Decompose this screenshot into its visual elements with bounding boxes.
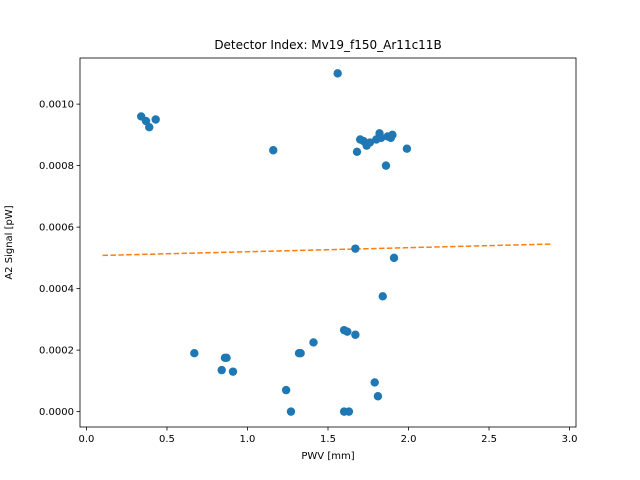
scatter-point: [281, 385, 291, 395]
x-tick-label: 3.0: [562, 434, 578, 445]
scatter-point: [343, 327, 352, 336]
fit-line: [102, 243, 552, 257]
x-tick-label: 0.0: [78, 434, 94, 445]
y-tick-label: 0.0000: [39, 407, 74, 418]
y-axis-ticks: 0.0000 0.0002 0.0004 0.0006 0.0008 0.0010: [39, 100, 80, 418]
fit-line-layer: [102, 243, 552, 257]
x-tick-label: 1.5: [320, 434, 336, 445]
scatter-point: [286, 407, 296, 416]
scatter-point: [365, 138, 375, 147]
scatter-point: [145, 122, 154, 132]
scatter-point: [151, 115, 160, 124]
x-tick-label: 2.5: [481, 434, 497, 445]
y-tick-label: 0.0008: [39, 161, 74, 172]
scatter-point: [309, 338, 318, 347]
x-tick-label: 0.5: [159, 434, 175, 445]
y-axis-label: A2 Signal [pW]: [4, 205, 15, 279]
scatter-point: [217, 365, 226, 375]
scatter-point: [373, 392, 383, 401]
chart-title: Detector Index: Mv19_f150_Ar11c11B: [214, 38, 441, 52]
x-axis-label: PWV [mm]: [301, 451, 354, 462]
x-axis-ticks: 0.0 0.5 1.0 1.5 2.0 2.5 3.0: [78, 427, 578, 445]
scatter-point: [402, 144, 412, 153]
scatter-point: [190, 349, 199, 358]
y-tick-label: 0.0006: [39, 223, 74, 234]
scatter-point: [296, 349, 305, 358]
scatter-point: [222, 353, 231, 363]
x-tick-label: 2.0: [401, 434, 417, 445]
scatter-point: [344, 407, 354, 416]
scatter-point: [376, 133, 386, 143]
y-tick-label: 0.0010: [39, 100, 74, 111]
scatter-point: [351, 330, 360, 339]
scatter-points-layer: [136, 69, 412, 416]
y-tick-label: 0.0002: [39, 346, 74, 357]
scatter-point: [389, 253, 399, 263]
scatter-point: [269, 146, 278, 155]
scatter-point: [351, 244, 360, 253]
scatter-point: [228, 367, 238, 376]
scatter-point: [333, 69, 342, 78]
scatter-point: [352, 147, 362, 156]
scatter-point: [141, 116, 151, 126]
scatter-point: [388, 130, 397, 140]
scatter-point: [378, 292, 387, 301]
y-tick-label: 0.0004: [39, 284, 74, 295]
scatter-point: [370, 378, 379, 387]
scatter-point: [381, 161, 391, 170]
x-tick-label: 1.0: [240, 434, 256, 445]
